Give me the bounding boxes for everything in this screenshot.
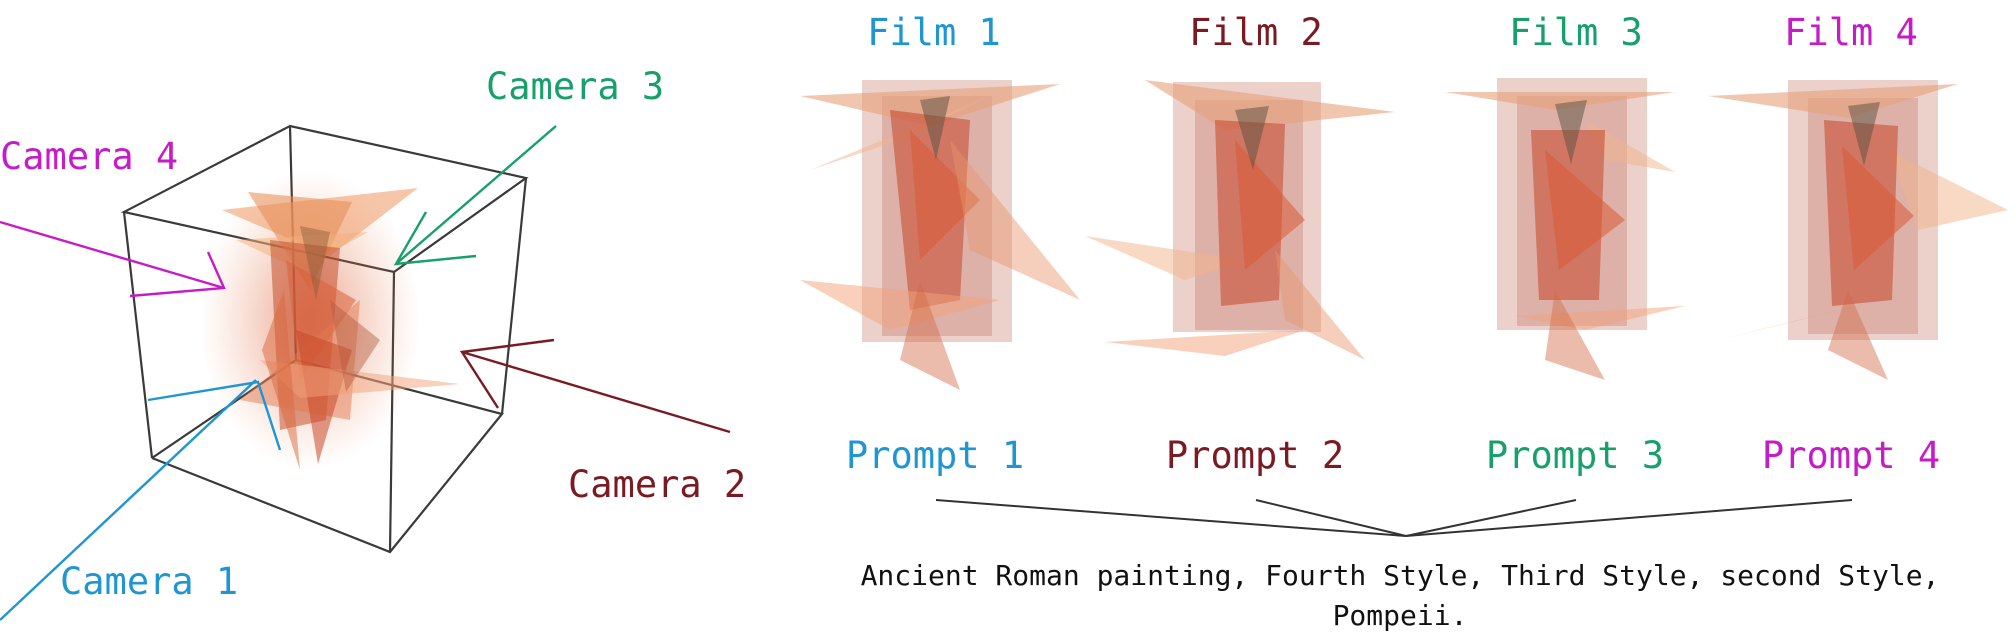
film-render-2 — [1085, 80, 1395, 360]
camera-label-3: Camera 3 — [486, 65, 665, 108]
film-title-3: Film 3 — [1509, 11, 1643, 54]
camera-ray-4 — [0, 220, 226, 298]
film-render-1 — [800, 80, 1080, 390]
prompt-caption: Ancient Roman painting, Fourth Style, Th… — [860, 559, 1940, 632]
prompt-label-4: Prompt 4 — [1761, 434, 1941, 477]
film-render-3 — [1445, 78, 1685, 380]
film-title-4: Film 4 — [1784, 11, 1918, 54]
camera-label-2: Camera 2 — [568, 463, 747, 506]
prompt-label-2: Prompt 2 — [1165, 434, 1345, 477]
camera-ray-2 — [459, 338, 731, 434]
camera-ray-3 — [393, 125, 557, 266]
camera-label-4: Camera 4 — [0, 135, 179, 178]
camera-label-1: Camera 1 — [60, 560, 239, 603]
prompt-merge-lines — [935, 499, 1853, 537]
prompt-label-3: Prompt 3 — [1485, 434, 1665, 477]
film-title-1: Film 1 — [867, 11, 1001, 54]
film-render-4 — [1708, 80, 2008, 380]
prompt-label-1: Prompt 1 — [845, 434, 1025, 477]
camera-ray-1 — [0, 379, 282, 621]
film-title-2: Film 2 — [1189, 11, 1323, 54]
scene-shard-cloud — [200, 170, 460, 470]
